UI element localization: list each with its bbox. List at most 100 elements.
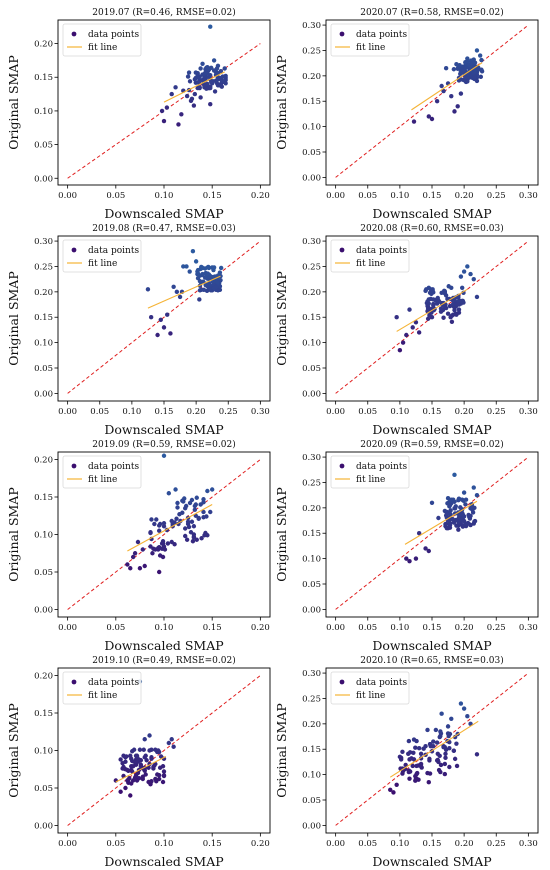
chart-panel: 2019.10 (R=0.49, RMSE=0.02) 0.00 0.05 0.10 0… [6,655,271,869]
data-point [459,298,465,304]
data-point [184,264,189,269]
fit-line [396,288,468,332]
data-point [128,566,133,571]
data-point [154,517,159,522]
reference-line [67,675,261,826]
data-point [123,755,128,760]
data-point [123,759,128,764]
y-tick-label: 0.10 [302,771,321,781]
data-point [147,733,152,738]
chart-panel: 2020.09 (R=0.59, RMSE=0.02) 0.00 0.05 0.10 0… [274,439,539,653]
data-point [478,74,484,80]
legend-marker-points [339,247,345,253]
data-point [161,521,167,526]
data-point [209,65,214,71]
data-point [458,516,463,521]
data-point [456,295,461,300]
data-point [218,265,224,271]
data-point [140,776,145,782]
data-point [388,787,393,793]
y-tick-label: 0.10 [302,339,321,349]
x-tick-label: 0.05 [90,407,109,417]
data-point [118,789,123,794]
data-point [435,757,440,763]
data-point [190,539,196,544]
data-point [454,741,459,746]
data-point [194,537,199,542]
legend-label-points: data points [88,678,139,688]
data-point [452,109,457,114]
data-point [407,776,412,781]
data-point [148,530,153,536]
y-tick-label: 0.20 [302,720,321,730]
x-tick-label: 0.25 [487,623,506,633]
data-point [452,734,458,740]
data-point [456,307,462,312]
legend-label-fit: fit line [88,43,117,53]
data-point [468,271,473,277]
y-tick-label: 0.10 [34,107,53,117]
data-point [430,288,435,294]
y-tick-label: 0.30 [302,237,321,247]
x-tick-label: 0.20 [455,623,474,633]
data-point [461,269,467,274]
y-tick-label: 0.20 [34,288,53,298]
data-point [180,510,185,515]
reference-line [335,24,529,178]
x-tick-label: 0.10 [390,623,409,633]
data-point [201,287,207,293]
legend-label-fit: fit line [356,475,385,485]
data-point [141,747,146,752]
data-point [465,59,470,64]
data-point [449,93,454,99]
data-point [473,69,478,74]
data-point [191,534,197,539]
x-tick-label: 0.10 [390,191,409,201]
data-point [156,773,162,778]
data-point [130,778,136,783]
data-point [436,298,441,303]
data-point [179,112,184,117]
data-point [471,521,476,526]
data-point [474,752,480,757]
data-point [211,265,217,270]
data-point [161,769,167,774]
data-point [144,758,149,763]
data-point [205,64,210,70]
data-point [416,777,421,782]
data-point [461,67,466,72]
data-point [458,91,464,96]
legend-label-points: data points [356,678,407,688]
y-tick-label: 0.05 [34,141,53,151]
data-point [410,325,415,330]
data-point [447,303,453,309]
data-point [210,279,216,284]
data-point [129,756,134,761]
data-point [181,264,186,269]
data-point [444,511,449,517]
data-point [474,78,480,84]
data-point [203,70,208,75]
legend-box [62,23,142,57]
data-point [456,498,461,503]
data-point [416,531,422,536]
data-point [463,497,469,502]
y-tick-label: 0.00 [34,174,53,184]
data-point [438,309,444,314]
legend-box [330,239,410,273]
data-point [160,541,166,546]
y-tick-label: 0.00 [34,606,53,616]
data-point [148,315,154,320]
data-point [192,77,198,82]
data-point [161,118,167,124]
y-tick-label: 0.30 [302,453,321,463]
x-tick-label: 0.25 [487,191,506,201]
data-point [121,764,126,770]
legend-label-fit: fit line [356,259,385,269]
data-point [427,758,432,763]
x-tick-label: 0.05 [358,839,377,849]
fit-line [147,275,221,309]
x-tick-label: 0.05 [358,191,377,201]
data-point [429,116,435,122]
data-point [429,315,435,320]
